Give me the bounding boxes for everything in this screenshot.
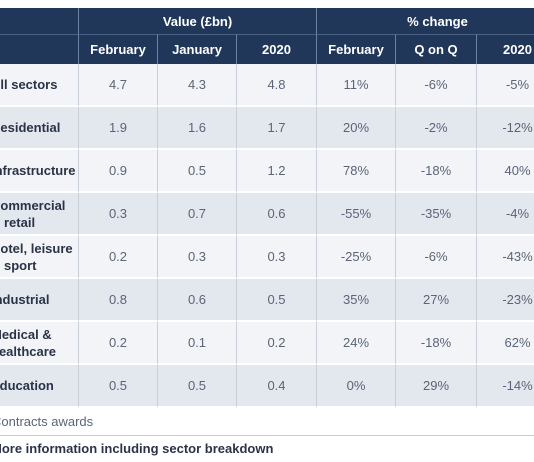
col-header-change-q-on-q: Q on Q [395, 34, 476, 64]
table-cell: -5% [476, 64, 534, 107]
table-cell: 0.8 [78, 279, 157, 322]
table-cell: 40% [476, 150, 534, 193]
table-cell: 1.2 [236, 150, 316, 193]
table-cell: -4% [476, 193, 534, 236]
table-cell: -23% [476, 279, 534, 322]
table-cell: 0.9 [78, 150, 157, 193]
table-cell: 0.2 [236, 322, 316, 365]
col-header-change-2020: 2020 [476, 34, 534, 64]
table-cell: 1.7 [236, 107, 316, 150]
row-label: Education [0, 365, 78, 408]
row-label-line: & retail [0, 214, 36, 230]
row-label: Infrastructure [0, 150, 78, 193]
footer-divider [0, 435, 534, 436]
table-cell: 0.7 [157, 193, 236, 236]
row-label-line: Residential [0, 120, 61, 135]
table-cell: 4.7 [78, 64, 157, 107]
table-cell: 29% [395, 365, 476, 408]
table-cell: 0.5 [157, 150, 236, 193]
table-group-header-row: Value (£bn) % change [0, 8, 534, 34]
table-cell: -6% [395, 236, 476, 279]
table-cell: 0% [316, 365, 395, 408]
row-label-line: Medical & [0, 326, 52, 342]
table-cell: 0.6 [236, 193, 316, 236]
col-header-change-february: February [316, 34, 395, 64]
table-row: Industrial 0.80.60.535%27%-23% [0, 279, 534, 322]
table-cell: 0.3 [236, 236, 316, 279]
corner-cell-lower [0, 34, 78, 64]
table-cell: 4.3 [157, 64, 236, 107]
table-row: Residential 1.91.61.720%-2%-12% [0, 107, 534, 150]
table-cell: 1.9 [78, 107, 157, 150]
change-group-header: % change [316, 8, 534, 34]
table-cell: -25% [316, 236, 395, 279]
table-cell: 0.3 [78, 193, 157, 236]
table-row: All sectors 4.74.34.811%-6%-5% [0, 64, 534, 107]
more-information-link[interactable]: More information including sector breakd… [0, 441, 274, 456]
table-row: Infrastructure0.90.51.278%-18%40% [0, 150, 534, 193]
row-label: Hotel, leisure& sport [0, 236, 78, 279]
table-cell: 4.8 [236, 64, 316, 107]
row-label-line: Industrial [0, 292, 50, 307]
row-label-line: Hotel, leisure [0, 240, 73, 256]
table-cell: 11% [316, 64, 395, 107]
table-cell: 78% [316, 150, 395, 193]
table-cell: 24% [316, 322, 395, 365]
table-cell: -18% [395, 150, 476, 193]
col-header-value-january: January [157, 34, 236, 64]
table-cell: -43% [476, 236, 534, 279]
col-header-value-february: February [78, 34, 157, 64]
row-label-line: Education [0, 378, 54, 393]
table-cell: -14% [476, 365, 534, 408]
table-cell: 0.3 [157, 236, 236, 279]
table-cell: 0.1 [157, 322, 236, 365]
row-label-line: Infrastructure [0, 163, 76, 178]
table-cell: -2% [395, 107, 476, 150]
table-cell: 0.5 [157, 365, 236, 408]
table-row: Medical &healthcare0.20.10.224%-18%62% [0, 322, 534, 365]
row-label: All sectors [0, 64, 78, 107]
row-label-line: All sectors [0, 77, 58, 92]
corner-cell [0, 8, 78, 34]
table-cell: 1.6 [157, 107, 236, 150]
table-cell: 0.5 [78, 365, 157, 408]
table-row: Hotel, leisure& sport0.20.30.3-25%-6%-43… [0, 236, 534, 279]
table-row: Education0.50.50.40%29%-14% [0, 365, 534, 408]
table-cell: 0.6 [157, 279, 236, 322]
table-body: All sectors4.74.34.811%-6%-5%Residential… [0, 64, 534, 408]
value-group-header: Value (£bn) [78, 8, 316, 34]
table-cell: 0.4 [236, 365, 316, 408]
table-cell: -55% [316, 193, 395, 236]
table-cell: -12% [476, 107, 534, 150]
table-cell: -18% [395, 322, 476, 365]
row-label: Medical &healthcare [0, 322, 78, 365]
table-cell: 0.2 [78, 236, 157, 279]
row-label: Residential [0, 107, 78, 150]
row-label-line: Commercial [0, 197, 66, 213]
row-label: Industrial [0, 279, 78, 322]
row-label-line: & sport [0, 257, 37, 273]
table-cell: -35% [395, 193, 476, 236]
footer-note: Contracts awards [0, 414, 94, 429]
table-cell: -6% [395, 64, 476, 107]
table-cell: 0.5 [236, 279, 316, 322]
contracts-table: Value (£bn) % change February January 20… [0, 8, 534, 408]
table-cell: 0.2 [78, 322, 157, 365]
table-cell: 62% [476, 322, 534, 365]
table-cell: 20% [316, 107, 395, 150]
row-label: Commercial& retail [0, 193, 78, 236]
table-column-header-row: February January 2020 February Q on Q 20… [0, 34, 534, 64]
table-cell: 27% [395, 279, 476, 322]
table-cell: 35% [316, 279, 395, 322]
col-header-value-2020: 2020 [236, 34, 316, 64]
row-label-line: healthcare [0, 343, 57, 359]
